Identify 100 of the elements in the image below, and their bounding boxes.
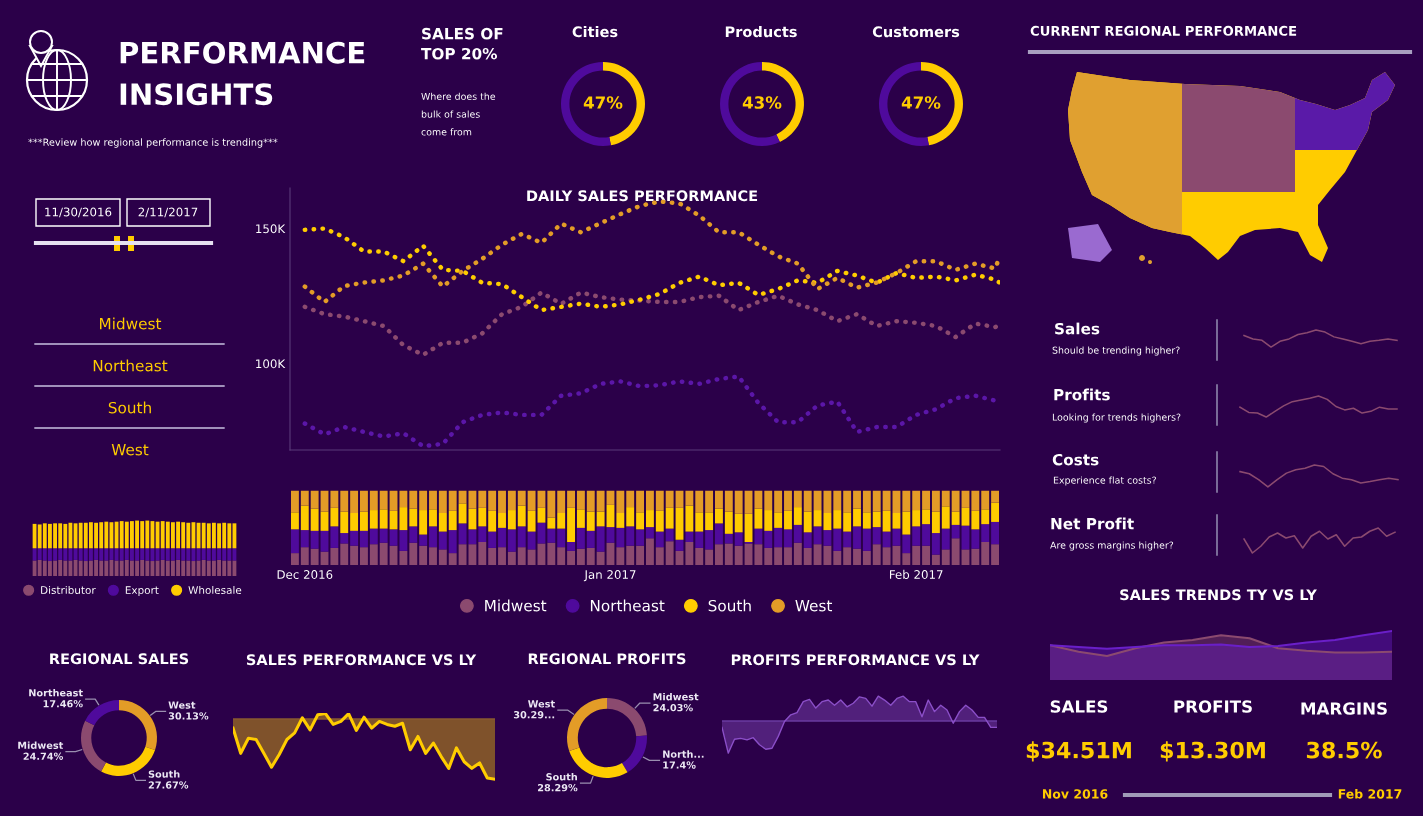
bar — [350, 513, 359, 531]
bar — [931, 554, 940, 565]
bar — [931, 511, 940, 534]
bar — [645, 538, 654, 565]
text: Should be trending higher? — [1052, 346, 1180, 356]
bar — [724, 533, 733, 544]
text: $13.30M — [1160, 741, 1265, 762]
bar — [981, 509, 990, 525]
bar — [922, 490, 930, 510]
bar — [517, 505, 526, 527]
bar — [862, 512, 871, 529]
bar — [705, 549, 714, 565]
bar — [300, 490, 309, 506]
bar — [547, 528, 556, 543]
y-tick-label: 100K — [256, 359, 286, 369]
bar — [448, 510, 457, 531]
bar — [665, 507, 674, 529]
bar — [991, 490, 1000, 503]
donut-slice — [621, 735, 647, 773]
bar — [350, 490, 359, 514]
legend-label: Distributor — [41, 585, 96, 595]
chart-title: REGIONAL SALES — [50, 653, 189, 665]
bar — [793, 542, 802, 565]
chart-title: SALES PERFORMANCE VS LY — [246, 654, 477, 666]
bar — [724, 543, 733, 565]
text: SALES OF TOP 20% — [421, 27, 503, 60]
legend-label: South — [708, 599, 751, 612]
bar — [517, 547, 526, 565]
bar — [576, 548, 585, 565]
bar — [971, 548, 980, 565]
bar — [636, 490, 645, 513]
bar — [793, 507, 802, 525]
bar — [803, 547, 812, 565]
bar — [290, 529, 299, 554]
bar — [369, 528, 378, 545]
bar — [330, 490, 339, 508]
bar — [567, 550, 575, 565]
legend-label: West — [795, 600, 833, 612]
bar — [981, 490, 990, 510]
bar — [419, 510, 428, 535]
bar — [498, 513, 506, 528]
text: 47% — [583, 96, 623, 109]
bar — [655, 490, 664, 511]
bar — [991, 521, 1000, 545]
bar — [310, 490, 319, 509]
bar — [764, 530, 773, 548]
donut-slice — [119, 700, 157, 751]
text: Nov 2016 — [1042, 789, 1108, 799]
bar — [665, 541, 674, 565]
bar — [734, 490, 743, 514]
bar — [300, 547, 309, 565]
bar — [715, 508, 723, 524]
bar — [892, 513, 901, 529]
bar — [438, 513, 447, 532]
chart-title: PROFITS PERFORMANCE VS LY — [731, 654, 980, 666]
bar — [843, 512, 852, 532]
data-label: 27.67% — [148, 781, 189, 789]
bar — [833, 528, 842, 551]
bar — [774, 512, 783, 528]
bar — [616, 513, 625, 528]
bar — [527, 549, 536, 565]
data-label: 28.29% — [538, 784, 578, 792]
bar — [330, 507, 339, 527]
text: 11/30/2016 — [45, 207, 112, 218]
bar — [340, 533, 349, 544]
bar — [951, 524, 960, 539]
line-series — [302, 290, 1000, 358]
bar — [715, 544, 723, 565]
bar — [438, 531, 447, 550]
bar — [971, 510, 980, 530]
bar — [488, 531, 497, 548]
bar — [596, 511, 605, 527]
text: 47% — [901, 96, 941, 109]
bar — [774, 547, 783, 565]
slice-label: South — [148, 770, 180, 778]
bar — [527, 531, 536, 550]
bar — [527, 510, 536, 532]
bar — [695, 490, 704, 513]
bar — [360, 547, 368, 565]
bar — [557, 528, 566, 548]
x-tick-label: Feb 2017 — [889, 569, 943, 579]
bar — [360, 511, 368, 531]
bar — [606, 527, 615, 543]
bar — [685, 531, 694, 542]
bar — [389, 529, 398, 546]
text: CURRENT REGIONAL PERFORMANCE — [1030, 25, 1297, 36]
bar — [862, 550, 871, 565]
bar — [912, 510, 921, 527]
bar — [695, 531, 704, 548]
bar — [290, 512, 299, 530]
bar — [448, 490, 457, 511]
bar — [379, 542, 388, 565]
bar — [409, 508, 418, 527]
text: PROFITS — [1174, 700, 1252, 713]
bar — [340, 511, 349, 534]
bar — [596, 551, 605, 565]
bar — [872, 527, 881, 545]
bar — [300, 530, 309, 548]
bar — [399, 530, 408, 551]
bar — [645, 527, 654, 539]
